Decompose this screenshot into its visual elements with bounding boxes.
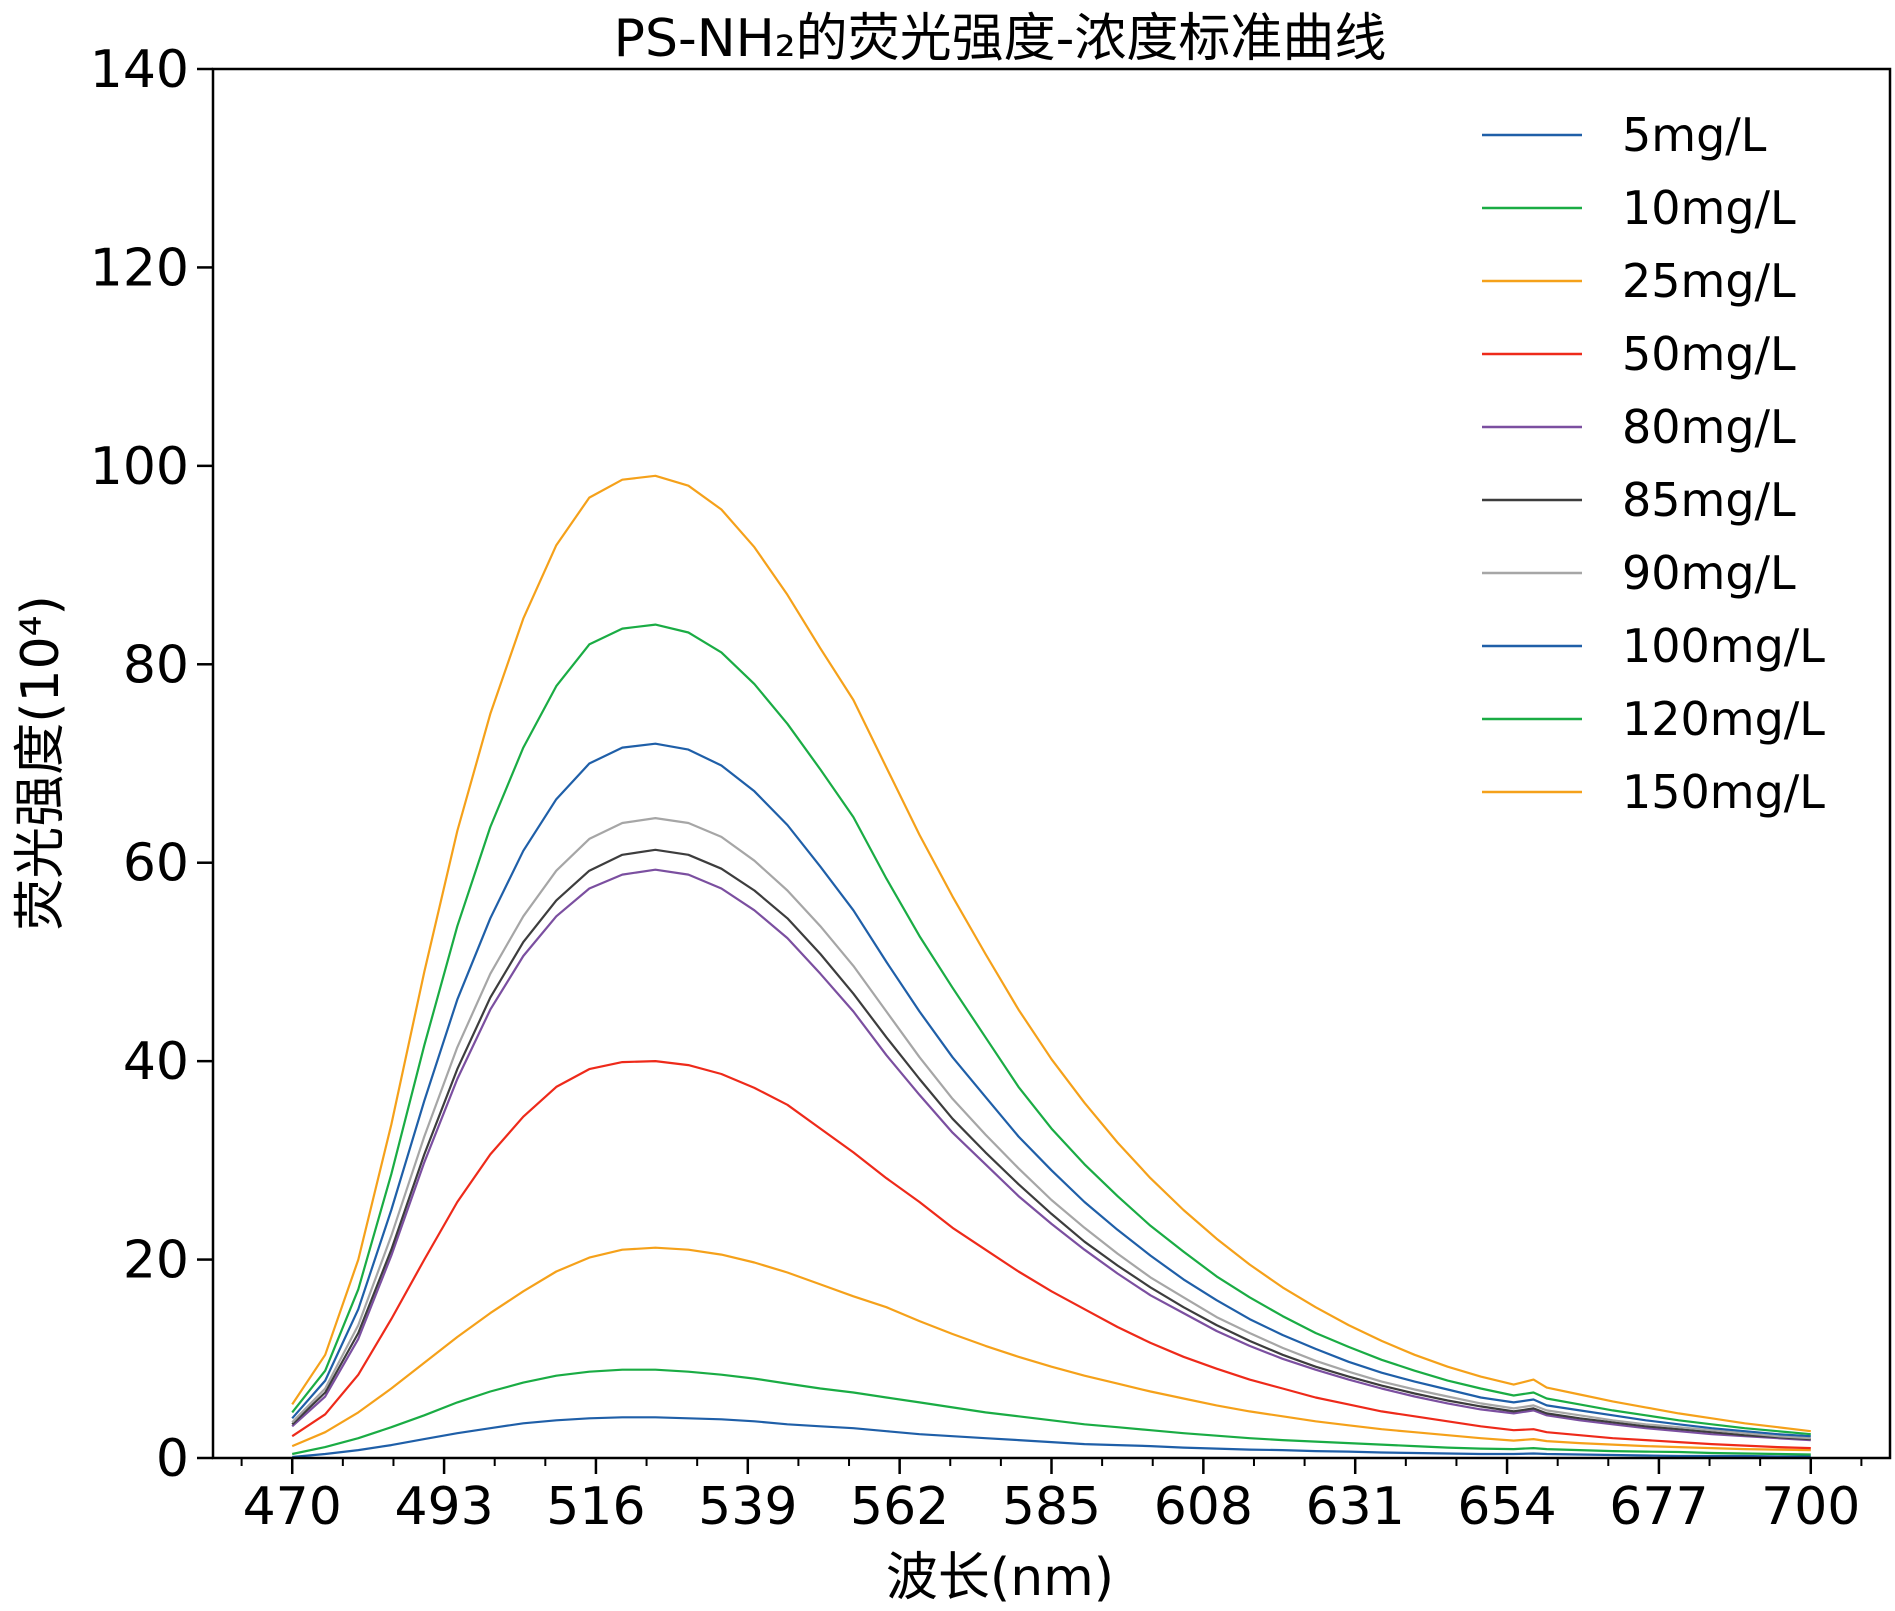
legend: 5mg/L 10mg/L 25mg/L 50mg/L 80mg/L 85mg/L 90mg/… [1482, 108, 1825, 819]
y-tick-label: 60 [123, 834, 189, 894]
y-tick-label: 40 [123, 1032, 189, 1092]
x-tick-label: 608 [1154, 1477, 1253, 1537]
series-line-10 [291, 474, 1811, 1433]
legend-label-8: 100mg/L [1622, 619, 1825, 673]
y-tick-label: 0 [156, 1429, 189, 1489]
legend-label-3: 25mg/L [1622, 254, 1796, 308]
series-line-7 [291, 816, 1811, 1440]
x-tick-label: 654 [1457, 1477, 1556, 1537]
x-tick-label: 585 [1002, 1477, 1101, 1537]
plot-lines [291, 474, 1811, 1459]
y-axis-ticks: 0 20 40 60 80 100 120 140 [90, 40, 213, 1489]
legend-label-4: 50mg/L [1622, 327, 1796, 381]
x-axis-label: 波长(nm) [886, 1548, 1114, 1608]
y-tick-label: 120 [90, 238, 189, 298]
legend-label-5: 80mg/L [1622, 400, 1796, 454]
legend-label-7: 90mg/L [1622, 546, 1796, 600]
chart-title: PS-NH₂的荧光强度-浓度标准曲线 [614, 9, 1387, 69]
legend-label-9: 120mg/L [1622, 692, 1825, 746]
x-tick-label: 562 [850, 1477, 949, 1537]
legend-label-6: 85mg/L [1622, 473, 1796, 527]
series-line-6 [291, 848, 1811, 1441]
x-tick-label: 516 [546, 1477, 645, 1537]
y-tick-label: 20 [123, 1231, 189, 1291]
x-axis-ticks: 470 493 516 539 562 585 608 631 654 677 700 [240, 1458, 1863, 1537]
x-tick-label: 539 [698, 1477, 797, 1537]
legend-label-2: 10mg/L [1622, 181, 1796, 235]
series-line-1 [292, 1416, 1811, 1459]
x-tick-label: 677 [1609, 1477, 1708, 1537]
legend-label-10: 150mg/L [1622, 765, 1825, 819]
series-line-4 [291, 1059, 1811, 1450]
series-line-9 [291, 623, 1811, 1436]
series-line-5 [291, 868, 1811, 1442]
x-tick-label: 700 [1761, 1477, 1860, 1537]
y-tick-label: 100 [90, 437, 189, 497]
series-line-8 [291, 742, 1811, 1438]
y-tick-label: 140 [90, 40, 189, 100]
series-line-3 [291, 1246, 1811, 1452]
y-tick-label: 80 [123, 635, 189, 695]
y-axis-label: 荧光强度(10⁴) [11, 595, 71, 931]
x-tick-label: 493 [394, 1477, 493, 1537]
legend-label-1: 5mg/L [1622, 108, 1767, 162]
x-tick-label: 470 [243, 1477, 342, 1537]
x-tick-label: 631 [1306, 1477, 1405, 1537]
series-line-2 [291, 1368, 1811, 1456]
